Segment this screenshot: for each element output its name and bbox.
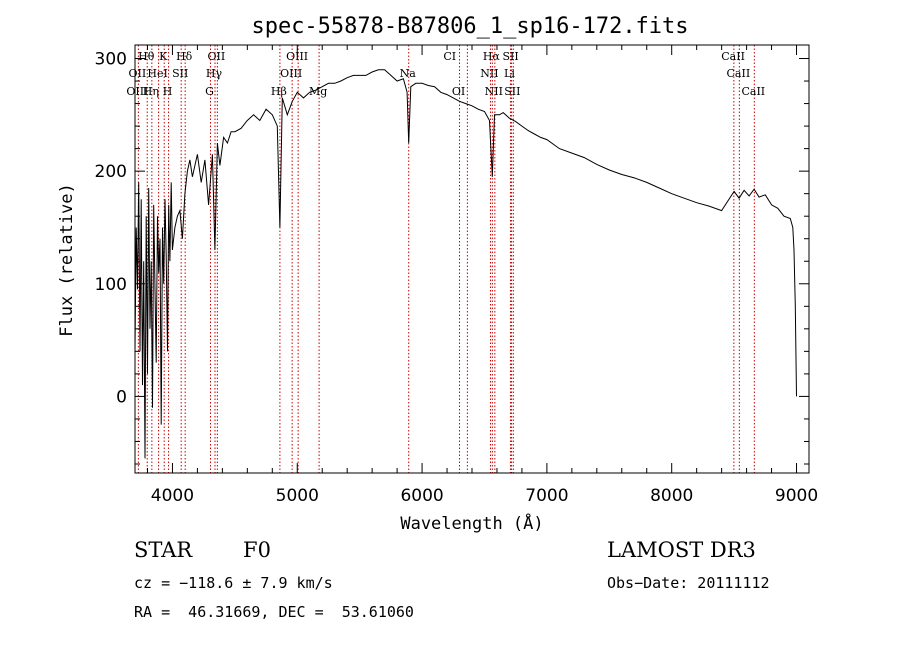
y-tick-label: 200 [95, 162, 127, 182]
marker-label: SII [504, 85, 520, 98]
marker-label: Hδ [176, 50, 193, 63]
marker-label: SII [502, 50, 518, 63]
marker-label: G [205, 85, 214, 98]
marker-label: OI [452, 85, 465, 98]
object-class: STAR [134, 538, 193, 562]
marker-label: NII [480, 67, 498, 80]
marker-label: OII [208, 50, 226, 63]
x-tick-label: 9000 [775, 486, 818, 506]
marker-label: Li [504, 67, 515, 80]
chart-title: spec-55878-B87806_1_sp16-172.fits [251, 14, 688, 39]
spectrum-line [134, 69, 797, 459]
marker-label: Hβ [271, 85, 287, 98]
x-tick-label: 7000 [525, 486, 568, 506]
marker-label: Hα [483, 50, 501, 63]
marker-label: SII [172, 67, 188, 80]
y-tick-label: 100 [95, 275, 127, 295]
x-axis-label: Wavelength (Å) [400, 512, 543, 534]
marker-label: HeI [147, 67, 167, 80]
spectral-subclass: F0 [243, 538, 271, 562]
marker-label: Hθ [138, 50, 155, 63]
x-tick-label: 8000 [650, 486, 693, 506]
x-tick-label: 5000 [276, 486, 319, 506]
marker-label: NII [485, 85, 503, 98]
marker-label: CaII [727, 67, 751, 80]
x-tick-label: 4000 [151, 486, 194, 506]
marker-label: K [159, 50, 168, 63]
marker-label: CaII [721, 50, 745, 63]
marker-label: Mg [309, 85, 327, 98]
survey-name: LAMOST DR3 [607, 538, 756, 562]
axis-tick-labels: 4000 5000 6000 7000 8000 9000 0 100 200 300 [95, 50, 819, 506]
marker-label: OIII [280, 67, 302, 80]
observation-date: Obs−Date: 20111112 [607, 574, 770, 592]
marker-label: CaII [741, 85, 765, 98]
marker-label: CI [443, 50, 456, 63]
sky-coordinates: RA = 46.31669, DEC = 53.61060 [134, 603, 414, 621]
y-axis-label: Flux (relative) [57, 183, 77, 337]
plot-frame [134, 44, 810, 474]
marker-label: Hη [143, 85, 159, 98]
y-tick-label: 300 [95, 50, 127, 70]
marker-label: OIII [286, 50, 308, 63]
marker-label: OII [129, 67, 147, 80]
marker-label: Hγ [206, 67, 223, 80]
x-tick-label: 6000 [400, 486, 443, 506]
redshift-velocity: cz = −118.6 ± 7.9 km/s [134, 574, 333, 592]
marker-label: OIII [126, 85, 148, 98]
line-markers [137, 45, 755, 473]
y-tick-label: 0 [116, 387, 127, 407]
marker-label: H [163, 85, 173, 98]
marker-label: Na [400, 67, 417, 80]
axis-ticks [135, 45, 809, 473]
